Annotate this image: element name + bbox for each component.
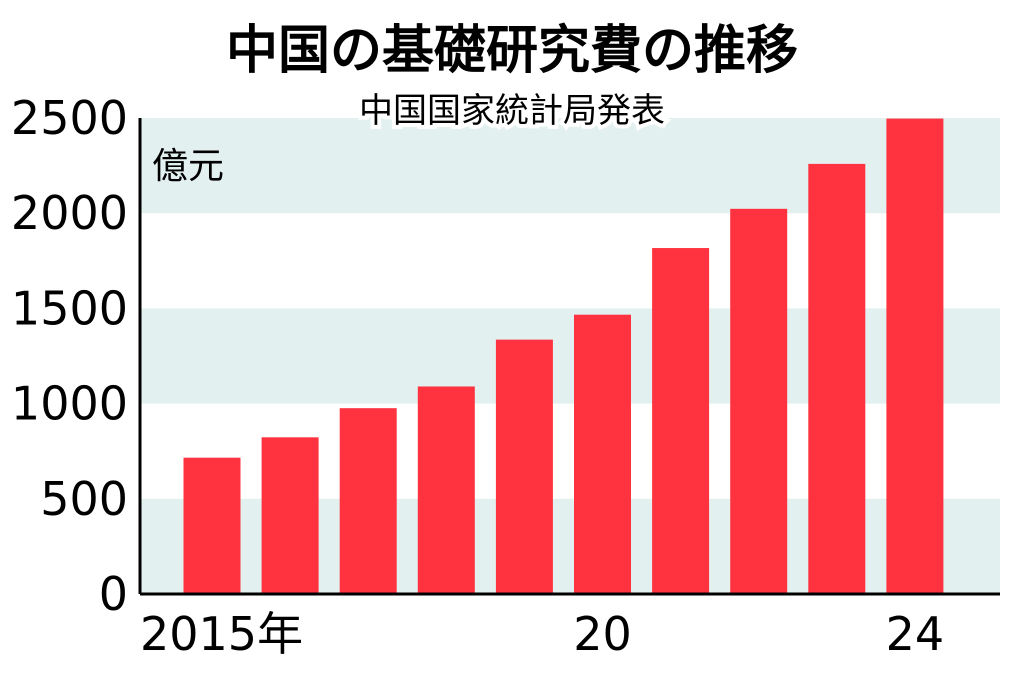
y-tick-label: 500: [40, 472, 128, 526]
grid-band: [140, 118, 1000, 214]
y-tick-label: 1000: [11, 377, 128, 431]
y-tick-label: 1500: [11, 281, 128, 335]
axes: [138, 118, 1000, 596]
bar-series: [183, 118, 944, 594]
y-tick-label: 2000: [11, 186, 128, 240]
unit-label: 億元: [152, 146, 224, 187]
bar-2021: [652, 248, 710, 594]
x-tick-label: 20: [573, 607, 632, 661]
x-tick-label: 2015年: [140, 607, 303, 661]
x-tick-labels: 2015年 20 24: [140, 607, 944, 661]
bar-2015: [183, 457, 241, 594]
chart-subtitle: 中国国家統計局発表: [359, 91, 665, 131]
grid-band: [140, 308, 1000, 404]
bar-2016: [261, 437, 319, 594]
bar-2023: [808, 163, 866, 594]
bar-2019: [495, 339, 553, 594]
y-tick-label: 0: [99, 567, 128, 621]
y-tick-label: 2500: [11, 91, 128, 145]
y-tick-labels: 0 500 1000 1500 2000 2500: [11, 91, 128, 621]
bar-2017: [339, 408, 397, 594]
chart-title: 中国の基礎研究費の推移: [226, 21, 798, 81]
x-tick-label: 24: [886, 607, 945, 661]
bar-2022: [730, 208, 788, 594]
bar-2018: [417, 386, 475, 594]
bar-2020: [574, 314, 631, 594]
bar-2024: [886, 118, 944, 594]
